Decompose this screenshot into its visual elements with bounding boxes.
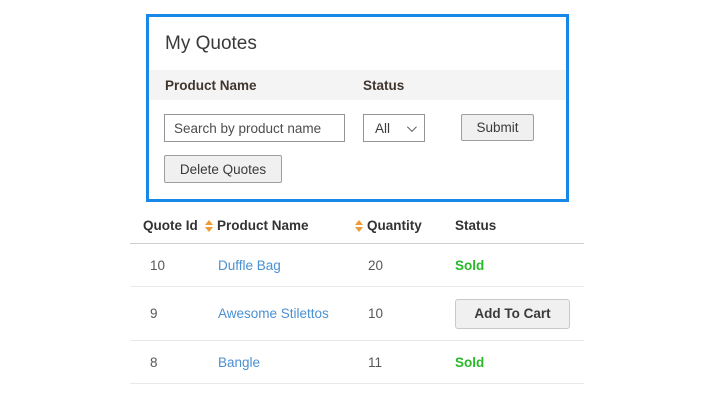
table-row: 9 Awesome Stilettos 10 Add To Cart Add T… xyxy=(130,287,584,341)
status-badge: Sold xyxy=(455,354,485,370)
sort-icon[interactable] xyxy=(355,219,363,232)
column-header-product-name[interactable]: Product Name xyxy=(205,218,355,233)
table-header-row: Quote Id Product Name Quantity Status xyxy=(130,208,584,244)
panel-title: My Quotes xyxy=(165,33,257,54)
product-link[interactable]: Bangle xyxy=(218,354,261,370)
filter-header-bar: Product Name Status xyxy=(149,70,566,100)
search-input[interactable] xyxy=(164,114,345,142)
chevron-down-icon xyxy=(406,121,417,132)
sort-icon[interactable] xyxy=(205,219,213,232)
submit-button[interactable]: Submit xyxy=(461,114,534,141)
quotes-table: Quote Id Product Name Quantity Status 10… xyxy=(130,208,584,384)
quote-id-cell: 8 xyxy=(150,354,158,370)
status-badge: Sold xyxy=(455,257,485,273)
column-header-quantity[interactable]: Quantity xyxy=(355,218,455,233)
column-header-status: Status xyxy=(455,218,497,233)
quote-id-cell: 9 xyxy=(150,306,158,321)
quantity-cell: 11 xyxy=(368,354,383,370)
quantity-cell: 10 xyxy=(368,306,384,321)
column-header-quantity-label: Quantity xyxy=(367,218,422,233)
status-select[interactable]: All xyxy=(363,114,425,142)
table-row: 8 Bangle 11 Sold Sold xyxy=(130,341,584,384)
filter-label-product-name: Product Name xyxy=(165,77,257,93)
product-link[interactable]: Awesome Stilettos xyxy=(218,306,329,321)
quote-id-cell: 10 xyxy=(150,257,166,273)
delete-quotes-button[interactable]: Delete Quotes xyxy=(164,155,282,183)
quantity-cell: 20 xyxy=(368,257,384,273)
add-to-cart-button[interactable]: Add To Cart xyxy=(455,298,570,329)
filter-label-status: Status xyxy=(363,77,405,93)
column-header-product-name-label: Product Name xyxy=(217,218,309,233)
product-link[interactable]: Duffle Bag xyxy=(218,257,281,273)
my-quotes-panel: My Quotes Product Name Status All Submit… xyxy=(146,14,569,202)
table-row: 10 Duffle Bag 20 Sold Sold xyxy=(130,244,584,287)
filter-controls-row: All Submit xyxy=(164,114,566,142)
column-header-quote-id: Quote Id xyxy=(143,218,198,233)
delete-row: Delete Quotes xyxy=(164,155,566,183)
status-select-value: All xyxy=(375,120,391,136)
